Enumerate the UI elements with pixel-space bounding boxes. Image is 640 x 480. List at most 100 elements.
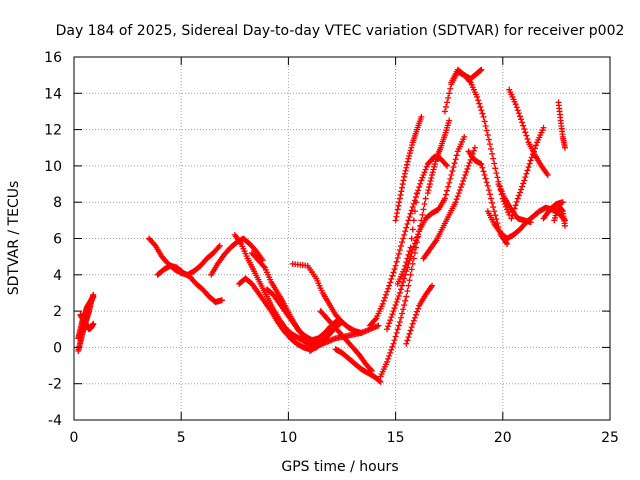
data-point [454, 193, 461, 200]
data-point [394, 296, 401, 302]
data-point [492, 212, 499, 219]
data-point [391, 305, 398, 312]
data-point [489, 199, 496, 206]
data-point [441, 195, 448, 202]
data-point [395, 322, 402, 329]
data-point [518, 186, 525, 193]
data-point [392, 302, 399, 309]
data-point [480, 168, 487, 175]
data-point [387, 317, 394, 324]
data-point [465, 162, 472, 169]
data-point [387, 279, 394, 286]
data-point [518, 116, 525, 123]
data-point [533, 142, 540, 149]
data-point [386, 282, 393, 289]
data-point [412, 199, 419, 206]
data-points [75, 66, 568, 385]
data-point [401, 302, 408, 309]
data-point [429, 169, 436, 176]
data-point [457, 184, 464, 191]
data-point [422, 195, 429, 202]
data-point [523, 132, 530, 139]
data-point [490, 204, 497, 211]
y-tick-label: 16 [44, 50, 62, 66]
data-point [411, 314, 418, 321]
data-point [407, 210, 414, 217]
data-point [401, 231, 408, 238]
data-point [399, 310, 406, 317]
data-point [531, 145, 538, 152]
data-point [424, 190, 431, 197]
data-point [516, 113, 523, 120]
data-point [450, 164, 457, 171]
data-point [449, 168, 456, 175]
data-point [418, 177, 425, 184]
data-point [405, 155, 412, 162]
data-point [394, 254, 401, 261]
data-point [427, 178, 434, 185]
data-point [406, 330, 413, 337]
data-point [389, 272, 396, 279]
data-point [394, 210, 401, 217]
data-point [406, 248, 413, 255]
data-point [388, 346, 395, 353]
data-point [415, 231, 422, 238]
data-point [512, 101, 519, 108]
data-point [402, 262, 409, 269]
data-point [415, 305, 422, 312]
data-point [382, 291, 389, 298]
data-point [375, 322, 382, 329]
data-point [407, 327, 414, 334]
data-point [406, 150, 413, 157]
data-point [407, 147, 414, 154]
data-point [405, 334, 412, 341]
x-axis-label: GPS time / hours [281, 459, 398, 475]
data-point [409, 204, 416, 211]
data-point [402, 167, 409, 174]
data-point [481, 118, 488, 125]
x-tick-label: 0 [70, 430, 79, 446]
data-point [431, 161, 438, 168]
x-tick-label: 5 [177, 430, 186, 446]
data-point [404, 255, 411, 262]
data-point [260, 263, 267, 270]
data-point [391, 266, 398, 273]
data-point [385, 355, 392, 362]
x-tick-label: 25 [601, 430, 619, 446]
data-point [392, 333, 399, 340]
data-point [529, 151, 536, 158]
data-point [412, 194, 419, 201]
data-point [446, 179, 453, 186]
data-point [400, 235, 407, 242]
data-point [401, 170, 408, 177]
data-point [408, 324, 415, 331]
data-point [513, 198, 520, 205]
data-point [445, 94, 452, 101]
data-point [442, 191, 449, 198]
data-point [414, 234, 421, 241]
data-point [420, 206, 427, 213]
data-point [418, 113, 425, 120]
data-point [524, 135, 531, 142]
data-point [386, 320, 393, 327]
data-point [474, 93, 481, 100]
data-point [393, 258, 400, 265]
data-point [479, 164, 486, 171]
data-point [385, 323, 392, 330]
data-point [415, 187, 422, 194]
data-point [515, 192, 522, 199]
data-point [399, 181, 406, 188]
data-point [416, 184, 423, 191]
data-point [426, 181, 433, 188]
data-point [384, 288, 391, 295]
data-point [504, 240, 511, 247]
data-point [404, 288, 411, 295]
data-point [421, 201, 428, 208]
data-point [406, 214, 413, 221]
data-point [410, 317, 417, 324]
data-point [492, 165, 499, 172]
data-point [525, 164, 532, 171]
data-point [478, 66, 485, 73]
data-point [452, 199, 459, 206]
data-point [389, 343, 396, 350]
